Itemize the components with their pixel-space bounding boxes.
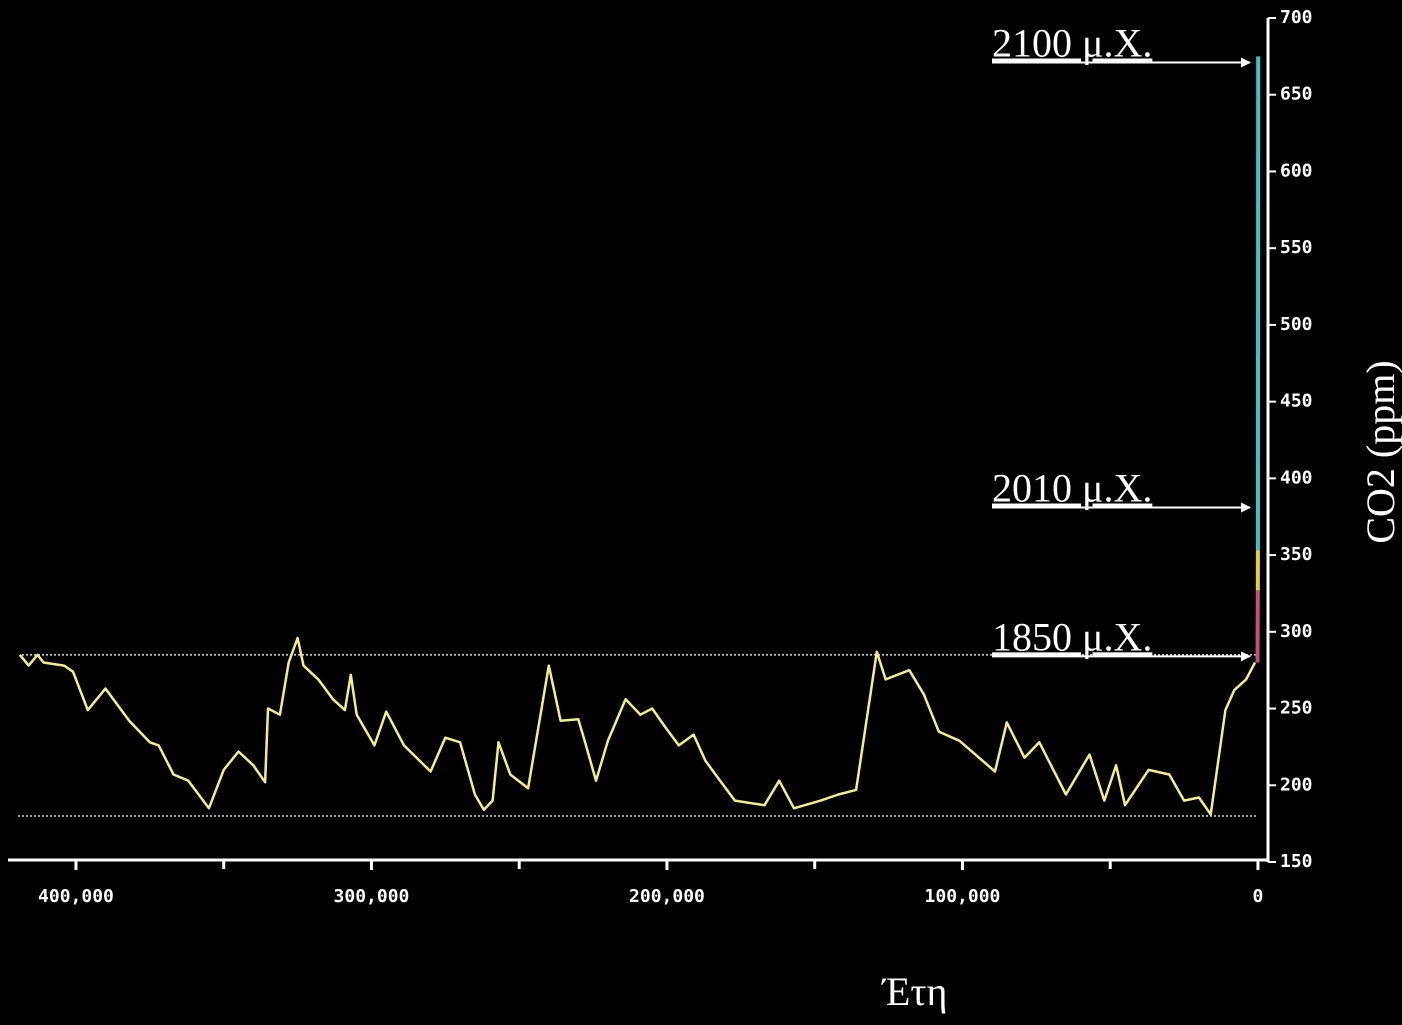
y-tick-label: 400	[1280, 467, 1313, 488]
annotation-text: 2010 μ.Χ.	[992, 466, 1152, 511]
data-line	[18, 636, 1257, 816]
y-tick-label: 250	[1280, 698, 1313, 719]
y-tick-label: 500	[1280, 314, 1313, 335]
y-tick-label: 200	[1280, 774, 1313, 795]
y-tick-label: 650	[1280, 84, 1313, 105]
annotation-text: 2100 μ.Χ.	[992, 21, 1152, 66]
x-tick-label: 200,000	[629, 886, 705, 907]
x-tick-label: 400,000	[38, 886, 114, 907]
y-axis-title: CO2 (ppm)	[1358, 360, 1402, 543]
annotation-text: 1850 μ.Χ.	[992, 614, 1152, 659]
x-tick-label: 300,000	[334, 886, 410, 907]
y-tick-label: 700	[1280, 7, 1313, 28]
x-axis-title: Έτη	[881, 969, 948, 1014]
y-tick-label: 150	[1280, 851, 1313, 872]
y-tick-label: 300	[1280, 621, 1313, 642]
x-tick-label: 100,000	[925, 886, 1001, 907]
y-tick-label: 600	[1280, 160, 1313, 181]
y-tick-label: 350	[1280, 544, 1313, 565]
x-tick-label: 0	[1253, 886, 1264, 907]
y-tick-label: 450	[1280, 391, 1313, 412]
y-tick-label: 550	[1280, 237, 1313, 258]
